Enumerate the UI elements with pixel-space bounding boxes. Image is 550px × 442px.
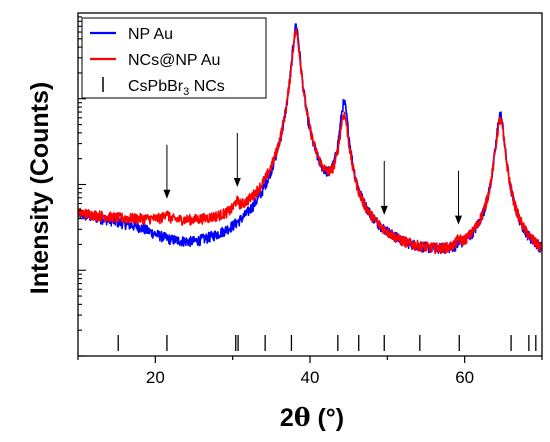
x-axis-title-unit: (°) <box>311 404 345 432</box>
peak-arrows <box>163 133 462 225</box>
peak-arrow-2 <box>380 160 388 215</box>
legend-label-cspbbr3: CsPbBr3 NCs <box>128 78 225 98</box>
x-tick-label-40: 40 <box>301 368 320 387</box>
series-layer <box>78 23 542 255</box>
y-axis-title: Intensity (Counts) <box>26 82 54 295</box>
x-tick-label-60: 60 <box>455 368 474 387</box>
legend-label-ncs-np-au: NCs@NP Au <box>128 52 220 69</box>
series-line-1 <box>78 28 542 255</box>
reference-ticks <box>117 335 537 351</box>
legend-label-cspbbr3-tail: NCs <box>189 78 225 95</box>
legend-label-cspbbr3-main: CsPbBr <box>128 78 184 95</box>
peak-arrow-3 <box>454 170 462 225</box>
peak-arrow-1 <box>233 133 241 188</box>
peak-arrow-0 <box>163 144 171 199</box>
legend: NP Au NCs@NP Au CsPbBr3 NCs <box>81 17 267 99</box>
axes: 20 40 60 <box>77 16 543 387</box>
x-axis-title: 2θ (°) <box>280 403 344 432</box>
x-axis-title-theta: θ <box>294 403 311 432</box>
legend-label-np-au: NP Au <box>128 26 173 43</box>
x-tick-label-20: 20 <box>146 368 165 387</box>
legend-label-cspbbr3-sub: 3 <box>183 86 189 98</box>
x-axis-title-main: 2 <box>280 404 294 432</box>
